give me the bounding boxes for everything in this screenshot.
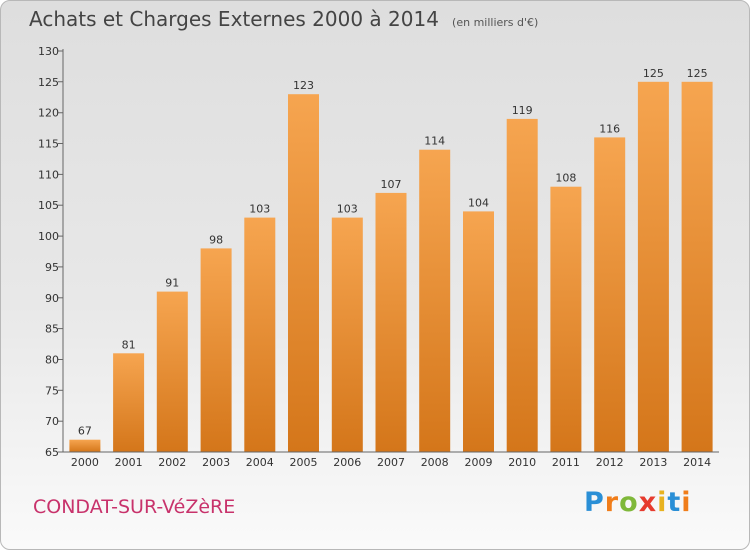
x-tick-label-2011: 2011: [552, 456, 580, 469]
data-label-2000: 67: [78, 425, 92, 438]
logo-letter-2: o: [619, 487, 639, 518]
data-label-2012: 116: [599, 122, 620, 135]
x-tick-label-2008: 2008: [421, 456, 449, 469]
y-tick-label-100: 100: [38, 230, 59, 243]
y-tick-label-115: 115: [38, 138, 59, 151]
x-tick-label-2004: 2004: [246, 456, 274, 469]
data-label-2008: 114: [424, 135, 445, 148]
y-tick-label-65: 65: [45, 446, 59, 459]
logo-letter-6: i: [681, 487, 692, 518]
logo-letter-0: P: [584, 487, 605, 518]
logo-letter-5: t: [667, 487, 682, 518]
x-tick-label-2009: 2009: [465, 456, 493, 469]
chart-title: Achats et Charges Externes 2000 à 2014: [29, 7, 439, 31]
logo-letter-3: x: [638, 487, 658, 518]
y-tick-label-130: 130: [38, 45, 59, 58]
y-tick-label-105: 105: [38, 199, 59, 212]
data-label-2010: 119: [512, 104, 533, 117]
data-label-2013: 125: [643, 67, 664, 80]
data-label-2007: 107: [381, 178, 402, 191]
title-row: Achats et Charges Externes 2000 à 2014 (…: [29, 7, 538, 31]
y-tick-label-85: 85: [45, 323, 59, 336]
bar-2014: [681, 81, 713, 453]
x-tick-label-2014: 2014: [683, 456, 711, 469]
data-label-2004: 103: [249, 203, 270, 216]
bar-2002: [156, 291, 188, 452]
proxiti-logo: Proxiti: [584, 487, 692, 518]
bar-2010: [506, 118, 538, 453]
bar-2012: [594, 137, 626, 452]
commune-name: CONDAT-SUR-VéZèRE: [33, 496, 236, 518]
bar-2003: [200, 248, 232, 452]
x-tick-label-2002: 2002: [158, 456, 186, 469]
x-tick-label-2001: 2001: [115, 456, 143, 469]
data-label-2009: 104: [468, 196, 489, 209]
data-label-2005: 123: [293, 79, 314, 92]
bar-2001: [113, 353, 145, 452]
y-tick-label-125: 125: [38, 76, 59, 89]
data-label-2001: 81: [122, 338, 136, 351]
bar-2009: [463, 211, 494, 452]
logo-letter-1: r: [604, 487, 620, 518]
y-tick-label-95: 95: [45, 261, 59, 274]
x-tick-label-2010: 2010: [508, 456, 536, 469]
y-tick-label-110: 110: [38, 168, 59, 181]
axes-layer: 2000 2001 2002 2003 2004 2005 2006 2007 2008 2009…: [38, 45, 719, 469]
data-label-2011: 108: [555, 172, 576, 185]
bar-2007: [375, 192, 407, 452]
x-tick-label-2007: 2007: [377, 456, 405, 469]
chart-subtitle: (en milliers d'€): [452, 16, 539, 29]
bar-2013: [637, 81, 669, 453]
bar-2011: [550, 186, 582, 452]
x-tick-label-2006: 2006: [333, 456, 361, 469]
bar-2000: [69, 439, 101, 452]
data-label-2006: 103: [337, 203, 358, 216]
x-tick-label-2000: 2000: [71, 456, 99, 469]
logo-letter-4: i: [657, 487, 668, 518]
y-tick-label-70: 70: [45, 415, 59, 428]
data-label-2014: 125: [687, 67, 708, 80]
bar-2006: [331, 217, 363, 452]
bar-2008: [419, 149, 451, 452]
y-tick-label-90: 90: [45, 292, 59, 305]
x-tick-label-2012: 2012: [596, 456, 624, 469]
bars-layer: 67 81 91 98 103 123 103 107 114 104 119 108 116 125 12…: [69, 67, 713, 453]
y-tick-label-75: 75: [45, 384, 59, 397]
data-label-2003: 98: [209, 233, 223, 246]
bar-2005: [288, 94, 319, 452]
y-tick-label-80: 80: [45, 354, 59, 367]
bar-2004: [244, 217, 276, 452]
y-tick-label-120: 120: [38, 107, 59, 120]
x-tick-label-2005: 2005: [290, 456, 318, 469]
x-tick-label-2003: 2003: [202, 456, 230, 469]
x-tick-label-2013: 2013: [639, 456, 667, 469]
data-label-2002: 91: [165, 277, 179, 290]
